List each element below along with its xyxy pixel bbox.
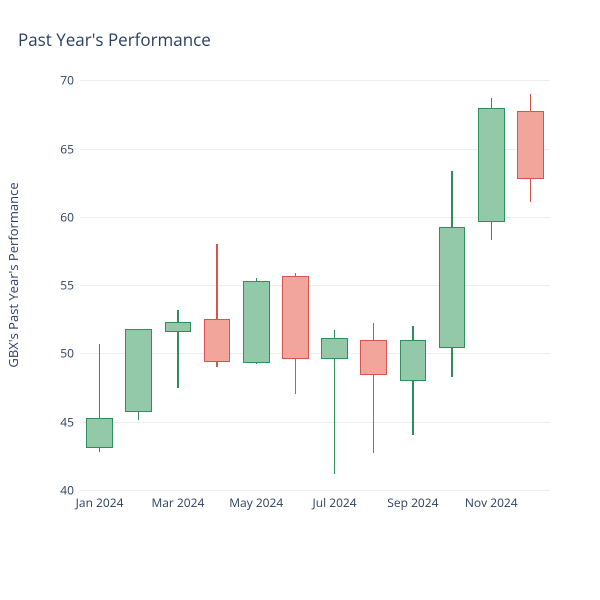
- y-tick-label: 70: [60, 72, 80, 89]
- y-tick-label: 65: [60, 140, 80, 157]
- candle-body: [517, 111, 544, 179]
- grid-line: [80, 80, 550, 81]
- y-axis-title: GBX's Past Year's Performance: [4, 182, 22, 367]
- y-tick-label: 45: [60, 413, 80, 430]
- candle-body: [321, 338, 348, 358]
- candle-body: [165, 322, 192, 332]
- candle-body: [125, 329, 152, 412]
- grid-line: [80, 422, 550, 423]
- candle-body: [360, 340, 387, 375]
- candle-body: [400, 340, 427, 381]
- grid-line: [80, 285, 550, 286]
- candle-body: [439, 227, 466, 348]
- y-tick-label: 55: [60, 277, 80, 294]
- x-tick-label: Sep 2024: [387, 490, 438, 511]
- plot-area: 40455055606570Jan 2024Mar 2024May 2024Ju…: [80, 60, 550, 490]
- candle-body: [204, 319, 231, 361]
- x-tick-label: May 2024: [229, 490, 283, 511]
- chart-title: Past Year's Performance: [18, 28, 211, 51]
- y-tick-label: 50: [60, 345, 80, 362]
- candle-body: [282, 276, 309, 359]
- x-tick-label: Jan 2024: [76, 490, 124, 511]
- candle-body: [86, 418, 113, 448]
- x-tick-label: Nov 2024: [465, 490, 518, 511]
- x-tick-label: Mar 2024: [151, 490, 204, 511]
- candle-body: [243, 281, 270, 363]
- candle-body: [478, 108, 505, 223]
- x-tick-label: Jul 2024: [312, 490, 356, 511]
- y-tick-label: 60: [60, 208, 80, 225]
